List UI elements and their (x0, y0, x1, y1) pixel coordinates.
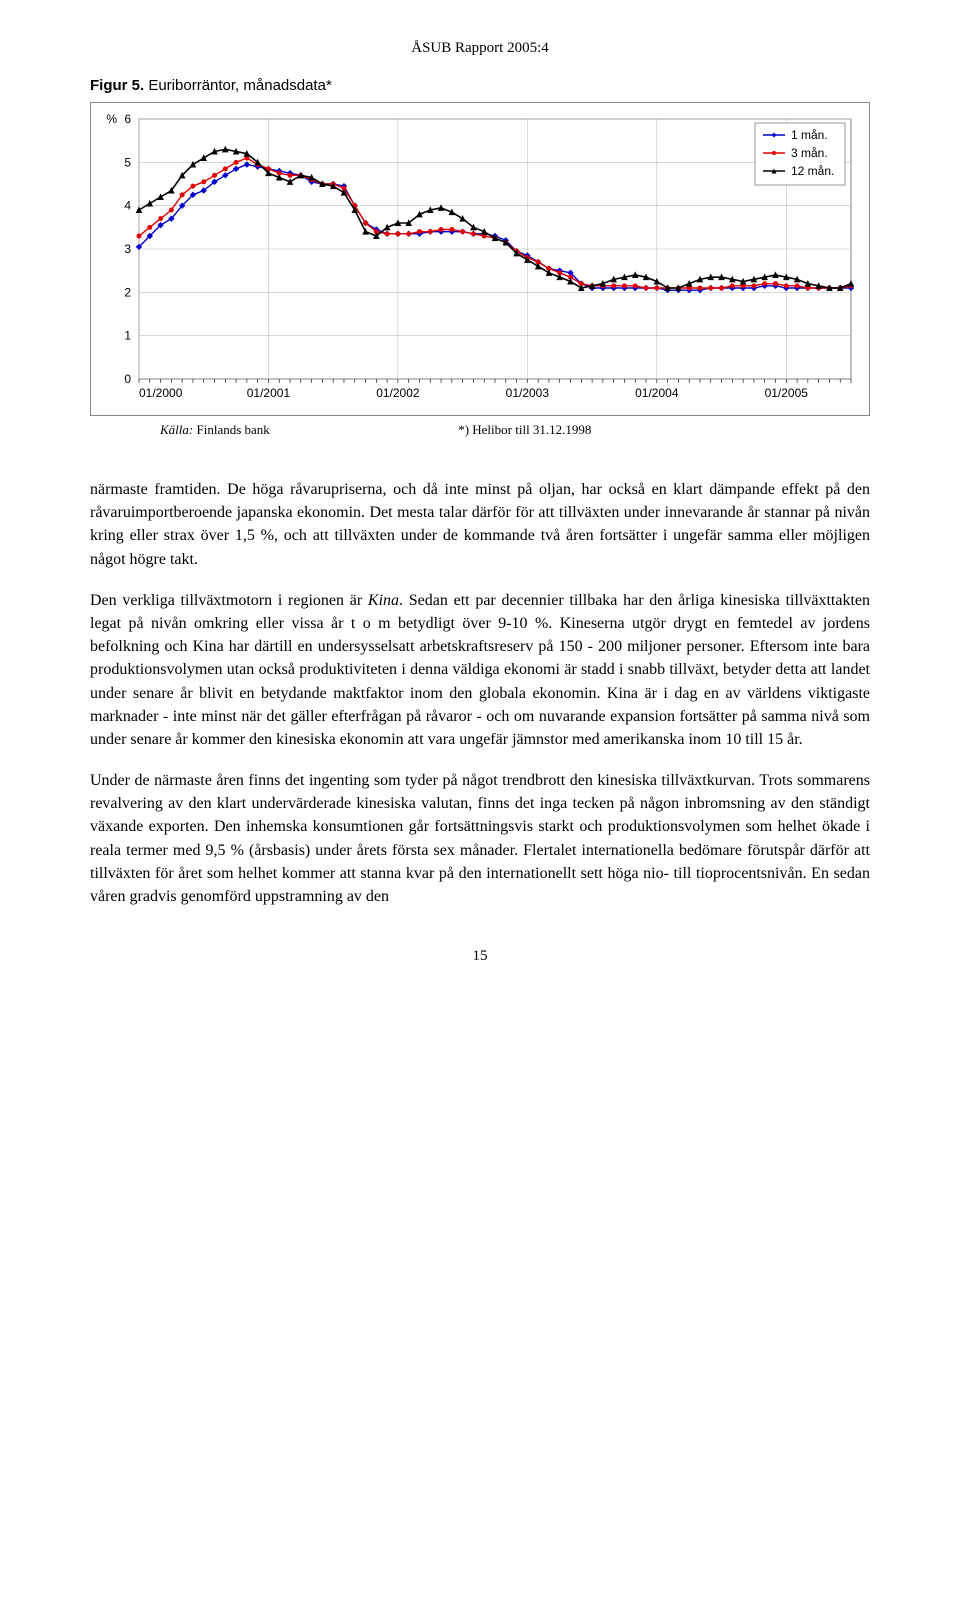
chart-container: 0 1 2 3 4 5 6% 01/2000 01/2001 01/2002 01/2003 01/2… (90, 102, 870, 416)
page-number: 15 (90, 948, 870, 965)
figure-title: Figur 5. Euriborräntor, månadsdata* (90, 77, 870, 94)
p2-a: Den verkliga tillväxtmotorn i regionen ä… (90, 592, 368, 609)
svg-text:01/2005: 01/2005 (765, 386, 809, 400)
source-note: *) Helibor till 31.12.1998 (458, 422, 870, 438)
report-header: ÅSUB Rapport 2005:4 (90, 40, 870, 57)
svg-text:01/2003: 01/2003 (506, 386, 550, 400)
svg-text:5: 5 (124, 155, 131, 169)
svg-text:3: 3 (124, 242, 131, 256)
svg-text:01/2004: 01/2004 (635, 386, 679, 400)
paragraph-2: Den verkliga tillväxtmotorn i regionen ä… (90, 589, 870, 751)
figure-source: Källa: Finlands bank *) Helibor till 31.… (160, 422, 870, 438)
source-label: Källa: (160, 422, 193, 437)
paragraph-3: Under de närmaste åren finns det ingenti… (90, 769, 870, 908)
svg-text:12 mån.: 12 mån. (791, 164, 834, 178)
svg-text:3 mån.: 3 mån. (791, 146, 828, 160)
figure-number: Figur 5. (90, 77, 144, 94)
svg-text:1 mån.: 1 mån. (791, 128, 828, 142)
svg-text:1: 1 (124, 329, 131, 343)
paragraph-1: närmaste framtiden. De höga råvarupriser… (90, 478, 870, 571)
svg-text:%: % (106, 112, 117, 126)
svg-text:01/2001: 01/2001 (247, 386, 291, 400)
svg-text:2: 2 (124, 285, 131, 299)
svg-text:01/2002: 01/2002 (376, 386, 420, 400)
svg-text:4: 4 (124, 199, 131, 213)
source-value: Finlands bank (196, 422, 269, 437)
svg-text:0: 0 (124, 372, 131, 386)
euribor-chart: 0 1 2 3 4 5 6% 01/2000 01/2001 01/2002 01/2003 01/2… (99, 109, 859, 409)
figure-caption: Euriborräntor, månadsdata* (144, 77, 332, 94)
svg-text:01/2000: 01/2000 (139, 386, 183, 400)
svg-text:6: 6 (124, 112, 131, 126)
p2-kina: Kina (368, 592, 399, 609)
p2-b: . Sedan ett par decennier tillbaka har d… (90, 592, 870, 748)
